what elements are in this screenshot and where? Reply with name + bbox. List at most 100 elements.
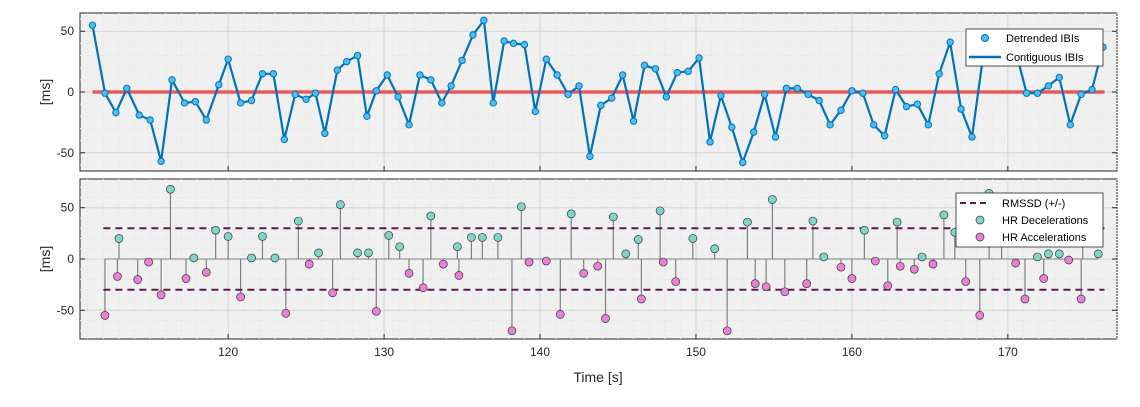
detrended-ibi-point bbox=[891, 85, 900, 94]
detrended-ibi-point bbox=[123, 84, 131, 93]
detrended-ibi-point bbox=[258, 70, 267, 78]
detrended-ibi-point bbox=[405, 121, 413, 129]
hr-deceleration-point bbox=[710, 244, 720, 254]
bottom-y-tick-label: -50 bbox=[57, 303, 75, 317]
hr-deceleration-point bbox=[633, 235, 643, 244]
hr-deceleration-point bbox=[655, 206, 665, 216]
hr-deceleration-point bbox=[688, 234, 698, 243]
detrended-ibi-point bbox=[651, 65, 660, 73]
detrended-ibi-point bbox=[880, 132, 889, 140]
hr-acceleration-point bbox=[555, 310, 565, 319]
detrended-ibi-point bbox=[902, 102, 911, 111]
hr-acceleration-point bbox=[928, 259, 938, 269]
detrended-ibi-point bbox=[363, 112, 371, 121]
hr-acceleration-point bbox=[883, 281, 893, 291]
detrended-ibi-point bbox=[1066, 121, 1074, 129]
detrended-ibi-point bbox=[575, 82, 583, 90]
detrended-ibi-point bbox=[438, 99, 446, 107]
bottom-y-axis-label: [ms] bbox=[37, 246, 53, 272]
detrended-ibi-point bbox=[372, 87, 380, 95]
hr-acceleration-point bbox=[524, 257, 534, 267]
detrended-ibi-point bbox=[848, 87, 856, 95]
detrended-ibi-point bbox=[1077, 90, 1085, 99]
x-tick-label: 150 bbox=[686, 345, 706, 359]
detrended-ibi-point bbox=[157, 157, 165, 165]
detrended-ibi-point bbox=[968, 133, 976, 141]
detrended-ibi-point bbox=[717, 91, 725, 100]
hr-deceleration-point bbox=[939, 210, 949, 220]
detrended-ibi-point bbox=[247, 96, 256, 105]
hr-deceleration-point bbox=[114, 234, 124, 243]
bottom-y-ticks: -50 0 50 bbox=[57, 201, 1117, 317]
detrended-ibi-point bbox=[321, 129, 329, 138]
detrended-ibi-point bbox=[500, 37, 508, 45]
hr-deceleration-point bbox=[395, 242, 405, 252]
detrended-ibi-point bbox=[1055, 73, 1064, 82]
hr-acceleration-point bbox=[975, 311, 985, 320]
legend-label-hr-decelerations: HR Decelerations bbox=[1002, 215, 1089, 227]
hr-deceleration-point bbox=[808, 216, 818, 226]
detrended-ibi-point bbox=[859, 89, 867, 97]
bottom-y-tick-label: 0 bbox=[67, 252, 74, 266]
detrended-ibi-point bbox=[728, 123, 736, 131]
hr-deceleration-point bbox=[621, 249, 631, 259]
detrended-ibi-point bbox=[1044, 82, 1053, 90]
detrended-ibi-point bbox=[815, 96, 823, 105]
detrended-ibi-point bbox=[870, 121, 878, 129]
hr-acceleration-point bbox=[133, 275, 143, 284]
detrended-ibi-point bbox=[760, 90, 769, 99]
hr-acceleration-point bbox=[1076, 294, 1086, 304]
detrended-ibi-point bbox=[353, 51, 362, 60]
hr-acceleration-point bbox=[579, 269, 589, 278]
hr-acceleration-point bbox=[201, 267, 211, 277]
detrended-ibi-point bbox=[458, 56, 466, 65]
detrended-ibi-point bbox=[640, 61, 649, 69]
hr-acceleration-point bbox=[637, 294, 646, 304]
hr-acceleration-point bbox=[593, 261, 603, 271]
detrended-ibi-point bbox=[88, 21, 97, 29]
hr-deceleration-point bbox=[384, 231, 394, 240]
hr-acceleration-point bbox=[1039, 274, 1049, 283]
detrended-ibi-point bbox=[946, 38, 954, 46]
detrended-ibi-point bbox=[224, 55, 232, 63]
detrended-ibi-point bbox=[826, 121, 834, 129]
detrended-ibi-point bbox=[291, 90, 299, 99]
hr-deceleration-point bbox=[453, 242, 462, 252]
hr-acceleration-point bbox=[454, 271, 464, 280]
detrended-ibi-point bbox=[586, 152, 594, 161]
hr-acceleration-point bbox=[1020, 294, 1030, 304]
legend-label-detrended-ibis: Detrended IBIs bbox=[1006, 33, 1080, 45]
detrended-ibi-point bbox=[191, 98, 200, 106]
x-tick-label: 160 bbox=[842, 345, 862, 359]
hr-acceleration-point bbox=[909, 264, 919, 274]
hr-acceleration-point bbox=[438, 259, 448, 269]
legend-label-contiguous-ibis: Contiguous IBIs bbox=[1006, 52, 1084, 64]
hr-acceleration-point bbox=[541, 256, 551, 266]
legend-marker-hr-decelerations bbox=[975, 215, 985, 225]
hr-deceleration-point bbox=[258, 232, 267, 241]
x-ticks: 120 130 140 150 160 170 bbox=[218, 166, 1018, 359]
hr-deceleration-point bbox=[223, 232, 233, 241]
hr-acceleration-point bbox=[181, 274, 191, 283]
detrended-ibi-point bbox=[520, 40, 529, 49]
hr-acceleration-point bbox=[895, 261, 905, 271]
top-legend-box bbox=[965, 28, 1104, 67]
hr-acceleration-point bbox=[750, 279, 760, 288]
hr-acceleration-point bbox=[144, 257, 153, 267]
detrended-ibi-point bbox=[394, 93, 402, 101]
detrended-ibi-point bbox=[236, 99, 245, 107]
hr-deceleration-point bbox=[467, 233, 476, 242]
detrended-ibi-point bbox=[749, 128, 758, 136]
hr-deceleration-point bbox=[353, 248, 362, 258]
bottom-legend: RMSSD (+/-) HR Decelerations HR Accelera… bbox=[955, 192, 1104, 248]
detrended-ibi-point bbox=[383, 71, 391, 79]
hr-deceleration-point bbox=[314, 248, 323, 258]
hr-acceleration-point bbox=[100, 311, 110, 320]
hr-acceleration-point bbox=[1011, 258, 1020, 268]
detrended-ibi-point bbox=[509, 39, 518, 48]
hr-deceleration-point bbox=[860, 225, 869, 235]
top-data-marks bbox=[88, 16, 1107, 167]
detrended-ibi-point bbox=[913, 100, 922, 108]
detrended-ibi-point bbox=[771, 133, 780, 141]
hr-acceleration-point bbox=[404, 269, 414, 278]
